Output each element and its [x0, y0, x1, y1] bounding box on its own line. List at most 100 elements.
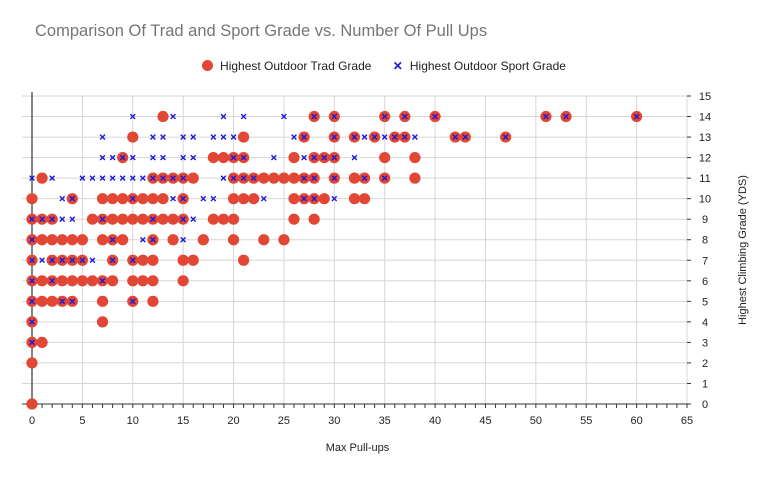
data-point-sport: [29, 175, 35, 182]
data-point-trad: [117, 193, 129, 205]
data-point-trad: [107, 275, 119, 287]
data-point-sport: [311, 113, 318, 120]
data-point-sport: [99, 134, 106, 140]
tick-labels: 0 5 10 15 20 25 30 35 40 45 50 55 60 6501234567891011…: [29, 91, 711, 427]
y-tick-label: 11: [699, 173, 710, 185]
data-point-sport: [240, 154, 247, 161]
data-point-trad: [248, 193, 260, 205]
data-point-trad: [117, 213, 129, 225]
data-point-trad: [258, 234, 270, 246]
data-point-sport: [260, 195, 267, 202]
data-point-trad: [86, 213, 99, 225]
data-point-trad: [379, 152, 391, 164]
data-point-sport: [129, 175, 136, 182]
data-point-sport: [49, 257, 56, 264]
x-tick-label: 25: [278, 415, 290, 427]
data-point-sport: [361, 134, 368, 140]
data-point-sport: [79, 175, 86, 182]
data-point-trad: [207, 152, 219, 164]
legend-item-trad[interactable]: Highest Outdoor Trad Grade: [202, 59, 371, 73]
data-point-sport: [311, 195, 318, 202]
data-point-sport: [301, 175, 307, 182]
data-point-sport: [210, 134, 217, 140]
legend-item-sport[interactable]: ✕ Highest Outdoor Sport Grade: [393, 59, 566, 73]
data-point-trad: [238, 254, 250, 266]
data-point-sport: [180, 154, 187, 161]
data-point-sport: [563, 113, 569, 120]
data-point-trad: [288, 213, 300, 225]
y-tick-label: 8: [702, 235, 708, 247]
grid: [22, 95, 688, 405]
data-point-trad: [177, 275, 189, 287]
data-point-trad: [409, 152, 421, 164]
x-tick-label: 20: [227, 415, 239, 427]
data-point-sport: [89, 175, 96, 182]
data-point-sport: [301, 195, 307, 202]
data-point-sport: [150, 236, 156, 243]
data-point-sport: [129, 195, 136, 202]
y-tick-label: 4: [702, 317, 708, 329]
data-point-sport: [321, 154, 328, 161]
data-point-sport: [381, 113, 388, 120]
axes: [22, 92, 691, 408]
data-point-trad: [36, 295, 48, 307]
data-point-trad: [137, 193, 149, 205]
y-tick-label: 9: [702, 214, 708, 226]
data-point-sport: [180, 175, 187, 182]
data-point-sport: [331, 175, 338, 182]
data-point-sport: [331, 134, 338, 140]
x-tick-label: 55: [580, 415, 592, 427]
data-point-sport: [361, 175, 368, 182]
data-point-sport: [150, 175, 156, 182]
data-point-trad: [36, 275, 48, 287]
x-tick-label: 40: [429, 415, 441, 427]
x-tick-label: 50: [530, 415, 542, 427]
data-point-trad: [348, 193, 361, 205]
data-point-sport: [633, 113, 640, 120]
data-point-trad: [318, 193, 330, 205]
data-point-sport: [412, 134, 418, 140]
data-point-sport: [160, 175, 166, 182]
data-point-sport: [129, 298, 136, 305]
data-point-sport: [99, 216, 106, 223]
legend-label-trad: Highest Outdoor Trad Grade: [220, 58, 372, 73]
data-point-sport: [150, 216, 156, 223]
data-point-trad: [117, 234, 129, 246]
data-point-trad: [76, 234, 88, 246]
data-point-trad: [187, 172, 199, 184]
data-point-sport: [401, 134, 408, 140]
data-point-trad: [46, 295, 58, 307]
data-point-sport: [150, 154, 156, 161]
data-point-trad: [278, 234, 290, 246]
data-point-trad: [268, 172, 280, 184]
data-point-trad: [127, 275, 139, 287]
data-point-sport: [59, 257, 66, 264]
data-point-trad: [96, 316, 109, 328]
data-point-trad: [288, 193, 300, 205]
data-point-sport: [160, 154, 166, 161]
data-point-trad: [137, 213, 149, 225]
data-point-trad: [308, 213, 320, 225]
data-point-sport: [39, 216, 45, 223]
data-point-sport: [29, 339, 35, 346]
data-point-trad: [348, 172, 361, 184]
chart-title: Comparison Of Trad and Sport Grade vs. N…: [35, 22, 488, 40]
data-point-trad: [147, 193, 159, 205]
data-point-trad: [137, 254, 149, 266]
data-point-sport: [301, 154, 307, 161]
data-point-sport: [160, 134, 166, 140]
data-point-trad: [76, 275, 88, 287]
data-point-sport: [39, 257, 45, 264]
data-point-sport: [331, 154, 338, 161]
chart-legend: Highest Outdoor Trad Grade ✕ Highest Outd…: [0, 58, 768, 73]
data-point-sport: [109, 154, 116, 161]
data-point-trad: [107, 193, 119, 205]
data-point-trad: [107, 213, 119, 225]
data-point-trad: [86, 275, 99, 287]
data-point-sport: [391, 134, 398, 140]
data-point-sport: [89, 257, 96, 264]
data-point-sport: [200, 195, 207, 202]
data-point-trad: [238, 131, 250, 143]
data-point-sport: [59, 216, 66, 223]
data-point-trad: [66, 234, 78, 246]
